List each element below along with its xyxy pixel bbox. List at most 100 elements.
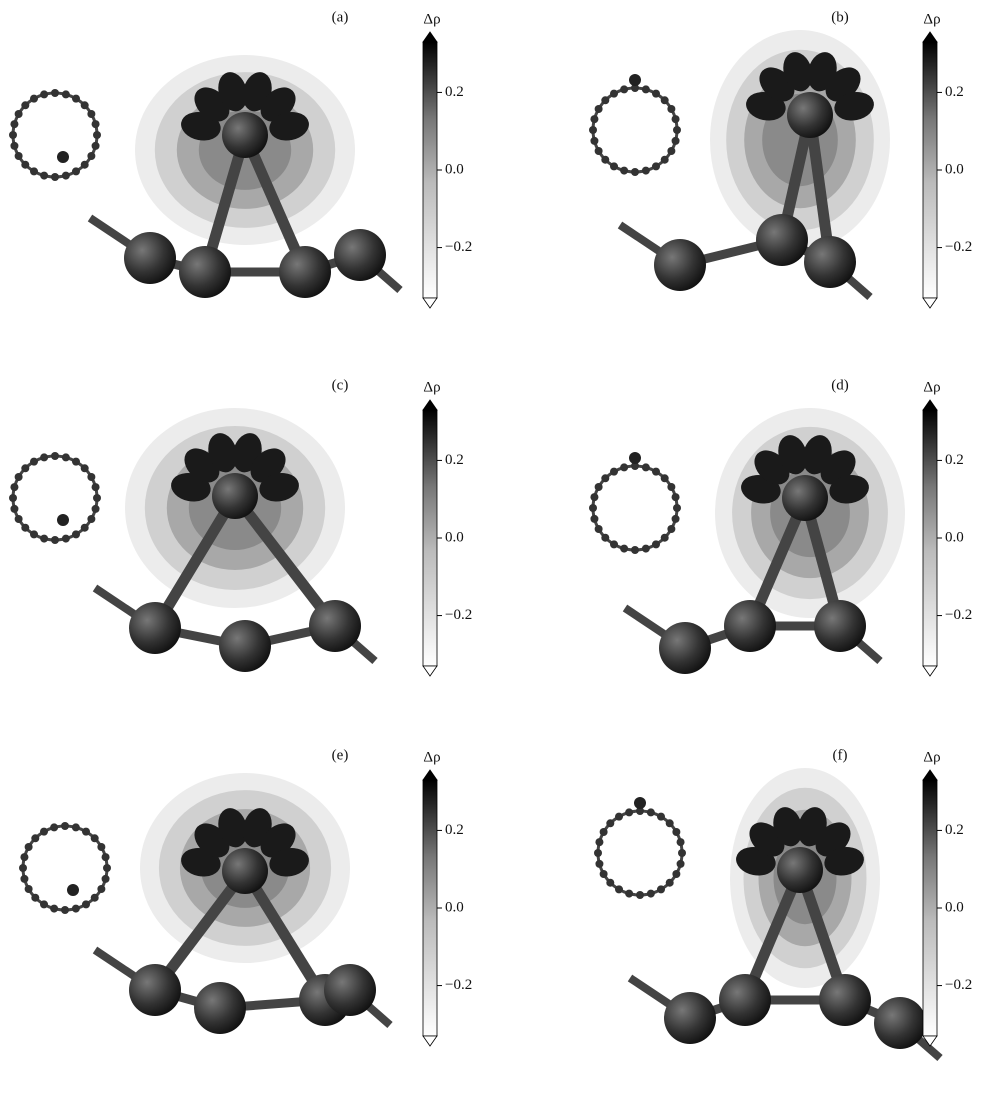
ring-atom <box>87 473 95 481</box>
ring-adatom <box>634 797 646 809</box>
ring-atom <box>652 540 660 548</box>
ring-atom <box>601 474 609 482</box>
colorbar-extend-max <box>423 32 437 42</box>
ring-atom <box>103 864 111 872</box>
atom <box>194 982 246 1034</box>
colorbar-label: Δρ <box>923 11 940 27</box>
ring-atom <box>50 905 58 913</box>
colorbar-label: Δρ <box>423 379 440 395</box>
ring-atom <box>590 493 598 501</box>
ring-atom <box>667 147 675 155</box>
ring-atom <box>92 120 100 128</box>
ring-atom <box>595 525 603 533</box>
panel-label: (f) <box>833 747 848 763</box>
adatom <box>222 848 268 894</box>
panel-label: (a) <box>332 9 349 25</box>
colorbar <box>423 42 437 298</box>
ring-atom <box>92 505 100 513</box>
colorbar-tick-label: −0.2 <box>945 977 972 993</box>
ring-atom <box>601 534 609 542</box>
ring-atom <box>15 152 23 160</box>
ring-atom <box>610 162 618 170</box>
ring-atom <box>667 525 675 533</box>
atom <box>654 239 706 291</box>
colorbar-extend-max <box>423 400 437 410</box>
ring-atom <box>620 167 628 175</box>
ring-atom <box>672 515 680 523</box>
ring-atom <box>595 483 603 491</box>
ring-atom <box>92 483 100 491</box>
ring-atom <box>30 458 38 466</box>
ring-atom <box>666 819 674 827</box>
ring-atom <box>10 483 18 491</box>
adatom <box>787 92 833 138</box>
ring-atom <box>62 172 70 180</box>
atom <box>724 600 776 652</box>
figure: (a)Δρ0.20.0−0.2(b)Δρ0.20.0−0.2(c)Δρ0.20.… <box>0 0 995 1099</box>
ring-atom <box>661 474 669 482</box>
ring-atom <box>590 515 598 523</box>
ring-atom <box>82 900 90 908</box>
ring-adatom <box>629 74 641 86</box>
ring-atom <box>81 524 89 532</box>
colorbar-label: Δρ <box>423 11 440 27</box>
colorbar-tick-label: 0.0 <box>445 161 464 177</box>
atom <box>334 229 386 281</box>
ring-atom <box>30 95 38 103</box>
ring-atom <box>672 137 680 145</box>
colorbar-tick-label: 0.2 <box>945 822 964 838</box>
ring-atom <box>51 536 59 544</box>
ring-atom <box>25 843 33 851</box>
ring-atom <box>97 885 105 893</box>
ring-atom <box>666 879 674 887</box>
ring-atom <box>642 463 650 471</box>
ring-atom <box>72 167 80 175</box>
ring-adatom <box>57 151 69 163</box>
ring-atom <box>620 85 628 93</box>
atom <box>659 622 711 674</box>
ring-atom <box>642 167 650 175</box>
ring-atom <box>677 860 685 868</box>
atom <box>756 214 808 266</box>
ring-atom <box>625 890 633 898</box>
ring-atom <box>51 89 59 97</box>
ring-atom <box>590 137 598 145</box>
ring-atom <box>652 468 660 476</box>
atom <box>124 232 176 284</box>
ring-atom <box>657 813 665 821</box>
colorbar-tick-label: 0.2 <box>945 452 964 468</box>
ring-atom <box>590 115 598 123</box>
ring-atom <box>30 530 38 538</box>
panel: (e)Δρ0.20.0−0.2 <box>19 747 472 1046</box>
ring-atom <box>40 90 48 98</box>
atom <box>874 997 926 1049</box>
ring-atom <box>672 115 680 123</box>
ring-atom <box>667 483 675 491</box>
ring-atom <box>72 95 80 103</box>
ring-atom <box>92 142 100 150</box>
ring-atom <box>610 468 618 476</box>
ring-atom <box>661 534 669 542</box>
ring-adatom <box>629 452 641 464</box>
panel-label: (d) <box>831 377 849 393</box>
atom <box>279 246 331 298</box>
ring-atom <box>82 828 90 836</box>
ring-atom <box>15 515 23 523</box>
ring-atom <box>40 535 48 543</box>
ring-atom <box>615 813 623 821</box>
atom <box>324 964 376 1016</box>
colorbar-tick-label: −0.2 <box>945 607 972 623</box>
ring-atom <box>40 172 48 180</box>
colorbar-label: Δρ <box>423 749 440 765</box>
colorbar-extend-max <box>923 400 937 410</box>
adatom <box>782 475 828 521</box>
ring-atom <box>72 458 80 466</box>
ring-adatom <box>67 884 79 896</box>
ring-atom <box>661 156 669 164</box>
ring-atom <box>606 819 614 827</box>
ring-atom <box>21 464 29 472</box>
colorbar-extend-min <box>423 298 437 308</box>
ring-atom <box>62 535 70 543</box>
ring-atom <box>61 822 69 830</box>
ring-atom <box>91 834 99 842</box>
